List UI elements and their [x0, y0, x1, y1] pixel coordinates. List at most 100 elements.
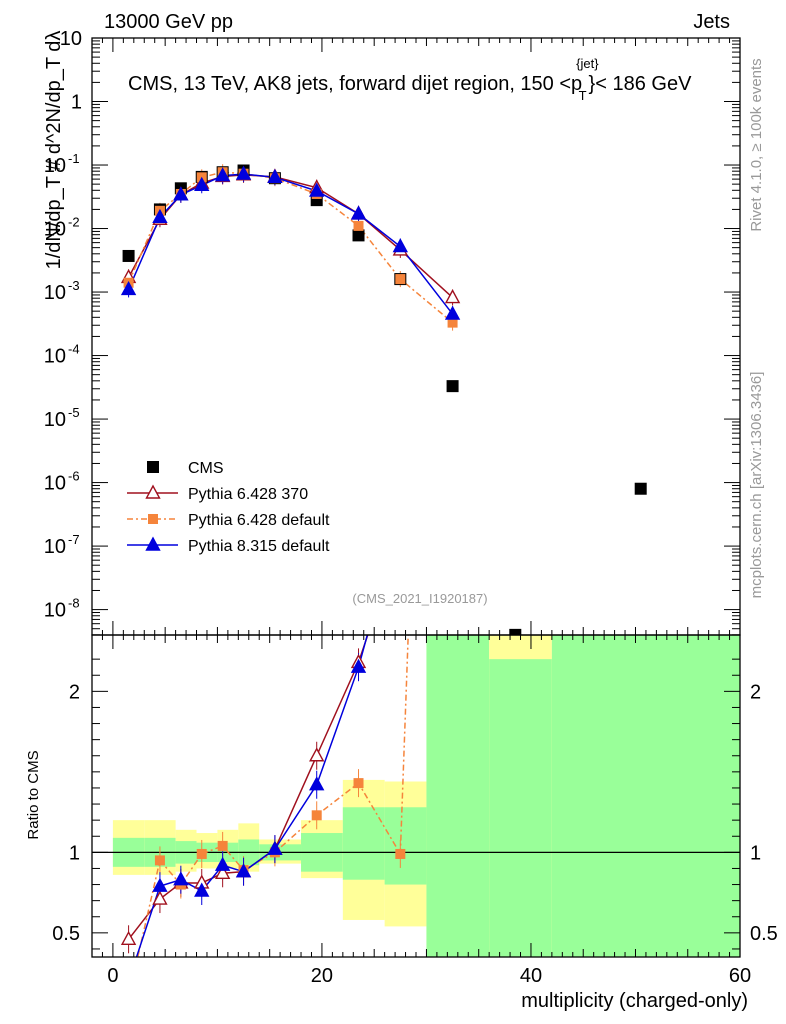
py8-main-point-7 — [309, 182, 325, 197]
y-tick-label-1: 1 — [71, 92, 82, 114]
x-tick-label-2: 40 — [520, 965, 542, 987]
py8-main-point-5 — [235, 165, 252, 180]
y-tick-label-6: 10 — [44, 409, 66, 431]
py6_370-main-point-10 — [444, 289, 461, 304]
ratio-tick-label-right-1: 1 — [750, 842, 761, 864]
y-tick-label-3: 10 — [44, 219, 66, 241]
x-tick-label-0: 0 — [107, 965, 118, 987]
cms-point-12 — [634, 482, 647, 495]
py6_def-main-point-8 — [353, 220, 364, 231]
ratio-series-markers — [120, 507, 407, 1002]
py6_def-ratio-point-7 — [311, 810, 322, 821]
axis-ticks: 0 20 40 6010110-110-210-310-410-510-610-710… — [44, 28, 778, 987]
py6_def-ratio-line — [137, 635, 409, 957]
py8-main-point-2 — [173, 186, 189, 201]
cms-point-0 — [122, 249, 135, 262]
py6_def-main-line — [127, 171, 454, 324]
py8-ratio-point-0 — [122, 974, 135, 986]
y-tick-label-2: 10 — [44, 155, 66, 177]
plot-title: CMS, 13 TeV, AK8 jets, forward dijet reg… — [128, 56, 692, 103]
py8-ratio-point-3 — [194, 882, 210, 897]
py8-ratio-point-9 — [394, 507, 407, 519]
band-inner-9 — [384, 807, 427, 885]
y-tick-label-exp-2: -1 — [68, 151, 80, 166]
y-tick-label-7: 10 — [44, 473, 66, 495]
legend: CMS Pythia 6.428 370 Pythia 6.428 default P… — [127, 460, 330, 555]
y-tick-label-exp-7: -6 — [68, 469, 80, 484]
legend-label-py8: Pythia 8.315 default — [188, 538, 330, 555]
py6_def-main-point-9 — [395, 274, 406, 285]
py8-ratio-point-8 — [350, 658, 367, 673]
py8-ratio-point-1 — [152, 877, 168, 892]
py8-main-point-3 — [194, 176, 210, 191]
py8-main-point-1 — [152, 208, 168, 224]
y-tick-label-0: 10 — [60, 28, 82, 50]
legend-label-py6_def: Pythia 6.428 default — [188, 512, 330, 529]
cms-point-10 — [446, 380, 459, 393]
py6_def-main-point-10 — [447, 317, 458, 328]
y-tick-label-8: 10 — [44, 536, 66, 558]
header-right: Jets — [693, 11, 730, 33]
band-inner-10 — [426, 635, 490, 957]
y-tick-label-exp-4: -3 — [68, 278, 80, 293]
ratio-tick-label-right-0: 0.5 — [750, 923, 778, 945]
py8-ratio-point-7 — [309, 776, 325, 791]
y-axis-label-ratio: Ratio to CMS — [25, 750, 42, 839]
y-tick-label-exp-3: -2 — [68, 215, 80, 230]
y-tick-label-exp-8: -7 — [68, 532, 80, 547]
py8-main-point-9 — [392, 238, 408, 253]
mcplots-label: mcplots.cern.ch [arXiv:1306.3436] — [748, 372, 765, 599]
py8-ratio-point-6 — [267, 840, 283, 855]
plot-title-end: }< 186 GeV — [589, 73, 693, 95]
y-tick-label-5: 10 — [44, 346, 66, 368]
py6_def-ratio-point-4 — [217, 840, 228, 851]
band-inner-12 — [551, 635, 740, 957]
py6_def-ratio-point-3 — [196, 848, 207, 859]
y-tick-label-exp-5: -4 — [68, 342, 80, 357]
cms-point-11 — [509, 628, 522, 635]
x-axis-label: multiplicity (charged-only) — [521, 990, 748, 1012]
y-axis-label-main: 1/dN/dp_T # d^2N/dp_T dλ — [43, 31, 65, 270]
band-inner-8 — [342, 807, 385, 880]
legend-marker-py8 — [145, 536, 161, 551]
py6_370-ratio-point-4 — [214, 864, 231, 879]
analysis-tag: (CMS_2021_I1920187) — [352, 591, 487, 606]
py8-main-point-4 — [214, 167, 231, 182]
py6_def-ratio-point-9 — [395, 848, 406, 859]
plot-title-sup: {jet} — [576, 56, 599, 71]
x-tick-label-1: 20 — [311, 965, 333, 987]
py8-ratio-point-5 — [235, 863, 252, 878]
plot-title-main: CMS, 13 TeV, AK8 jets, forward dijet reg… — [128, 73, 582, 95]
py6_370-ratio-point-0 — [120, 930, 137, 945]
x-tick-label-3: 60 — [729, 965, 751, 987]
ratio-tick-label-left-2: 2 — [69, 681, 80, 703]
legend-marker-cms — [147, 461, 159, 473]
y-tick-label-exp-6: -5 — [68, 405, 80, 420]
legend-marker-py6_370 — [145, 484, 161, 499]
legend-label-py6_370: Pythia 6.428 370 — [188, 486, 308, 503]
legend-marker-py6_def — [148, 514, 158, 524]
ratio-tick-label-left-1: 1 — [69, 842, 80, 864]
band-inner-11 — [489, 659, 552, 957]
py8-main-point-6 — [267, 168, 283, 184]
py8-main-point-0 — [120, 280, 137, 296]
y-tick-label-9: 10 — [44, 600, 66, 622]
py6_def-ratio-point-0 — [124, 992, 134, 1002]
plot-title-sub: T — [579, 88, 587, 103]
py6_370-ratio-point-9 — [394, 531, 407, 543]
ratio-tick-label-left-0: 0.5 — [52, 923, 80, 945]
py6_370-ratio-point-1 — [152, 890, 168, 905]
rivet-version-label: Rivet 4.1.0, ≥ 100k events — [748, 58, 765, 231]
main-series-markers — [120, 164, 647, 635]
py6_def-ratio-point-8 — [353, 778, 364, 789]
py8-ratio-point-2 — [173, 871, 189, 886]
y-tick-label-4: 10 — [44, 282, 66, 304]
py8-ratio-point-4 — [214, 856, 231, 871]
cms-point-8 — [352, 229, 365, 242]
legend-label-cms: CMS — [188, 460, 224, 477]
ratio-uncertainty-bands — [92, 635, 740, 957]
py8-main-point-10 — [444, 305, 461, 320]
header-left: 13000 GeV pp — [104, 11, 233, 33]
py6_370-ratio-point-7 — [309, 747, 325, 762]
